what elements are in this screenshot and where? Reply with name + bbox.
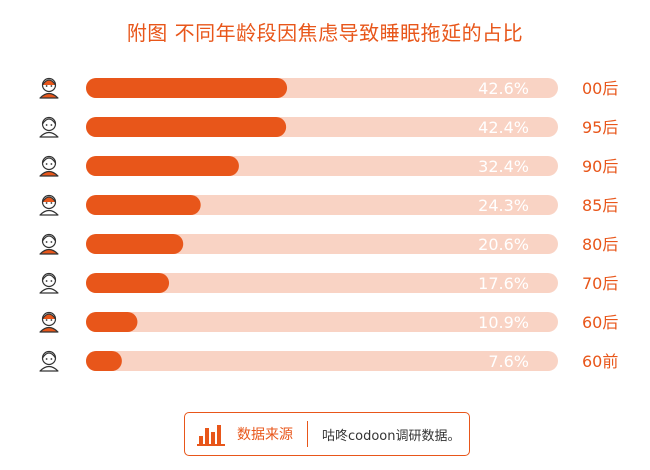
person-avatar-icon (39, 350, 59, 372)
category-label: 60前 (582, 352, 618, 371)
bar-track (86, 273, 558, 293)
category-label: 80后 (582, 235, 618, 254)
person-avatar-icon (39, 77, 59, 99)
category-label: 70后 (582, 274, 618, 293)
person-avatar-icon (39, 194, 59, 216)
category-label: 85后 (582, 196, 618, 215)
bar-track (86, 312, 558, 332)
bar (86, 234, 184, 254)
bar-track (86, 234, 558, 254)
bar-value-label: 20.6% (478, 235, 529, 254)
category-label: 60后 (582, 313, 618, 332)
bar-value-label: 32.4% (478, 157, 529, 176)
bar (86, 195, 201, 215)
person-avatar-icon (39, 272, 59, 294)
bar-track (86, 195, 558, 215)
bar-value-label: 10.9% (478, 313, 529, 332)
bar-chart-icon (197, 425, 225, 446)
category-label: 90后 (582, 157, 618, 176)
bar (86, 117, 287, 137)
bar (86, 273, 170, 293)
bar (86, 312, 138, 332)
bar-track (86, 351, 558, 371)
bar (86, 156, 239, 176)
bar-chart: 42.6% 00后 42.4% 95后 32.4% 90后 24.3% 85后 20.6% 80后… (39, 77, 618, 372)
bar (86, 351, 122, 371)
person-avatar-icon (39, 311, 59, 333)
bar-value-label: 42.4% (478, 118, 529, 137)
bar-value-label: 17.6% (478, 274, 529, 293)
bar-value-label: 42.6% (478, 79, 529, 98)
person-avatar-icon (39, 116, 59, 138)
person-avatar-icon (39, 155, 59, 177)
bar (86, 78, 288, 98)
category-label: 00后 (582, 79, 618, 98)
bar-value-label: 7.6% (488, 352, 529, 371)
bar-value-label: 24.3% (478, 196, 529, 215)
data-source-label: 数据来源 (237, 427, 293, 443)
person-avatar-icon (39, 233, 59, 255)
data-source-box: 数据来源 咕咚codoon调研数据。 (184, 412, 470, 456)
divider (307, 421, 308, 447)
chart-title: 附图 不同年龄段因焦虑导致睡眠拖延的占比 (126, 21, 524, 45)
data-source-text: 咕咚codoon调研数据。 (322, 428, 461, 444)
category-label: 95后 (582, 118, 618, 137)
